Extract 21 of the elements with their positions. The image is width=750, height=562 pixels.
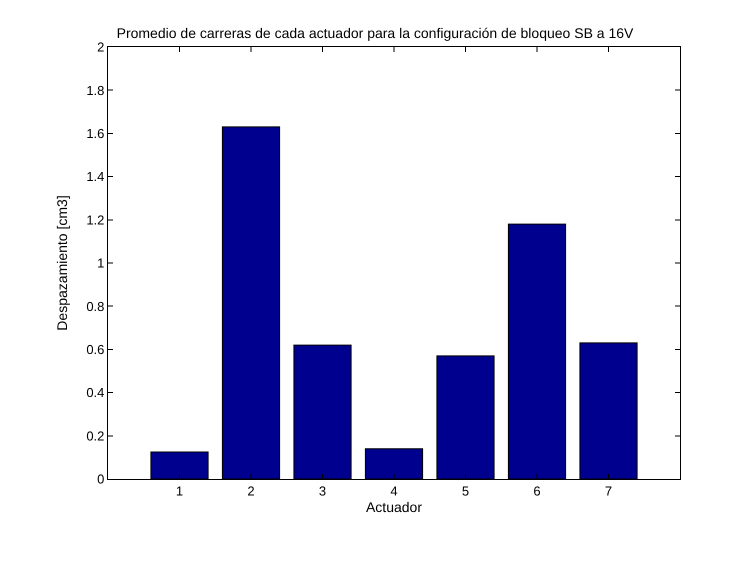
chart-title: Promedio de carreras de cada actuador para la configuración de bloqueo SB a 16V — [116, 25, 634, 41]
y-axis-title: Despazamiento [cm3] — [54, 195, 70, 331]
x-tick-label: 1 — [176, 484, 184, 499]
x-tick-label: 3 — [318, 484, 326, 499]
y-tick-label: 1 — [97, 256, 104, 271]
y-tick-label: 0.2 — [86, 428, 104, 444]
y-tick-label: 0 — [97, 472, 104, 487]
x-tick-label: 6 — [533, 484, 541, 499]
y-tick-label: 1.4 — [86, 169, 104, 184]
y-tick-label: 1.6 — [86, 126, 104, 141]
x-tick-label: 2 — [247, 484, 255, 499]
y-tick-label: 2 — [97, 40, 104, 55]
x-tick-label: 4 — [390, 484, 398, 499]
y-tick-label: 1.8 — [86, 82, 104, 98]
y-tick-label: 0.4 — [86, 385, 104, 400]
y-tick-label: 0.6 — [86, 342, 104, 357]
x-axis-title: Actuador — [366, 498, 422, 515]
y-tick-label: 1.2 — [86, 212, 104, 228]
y-tick-label: 0.8 — [86, 298, 104, 314]
x-tick-label: 7 — [604, 484, 612, 499]
x-tick-label: 5 — [462, 484, 470, 499]
